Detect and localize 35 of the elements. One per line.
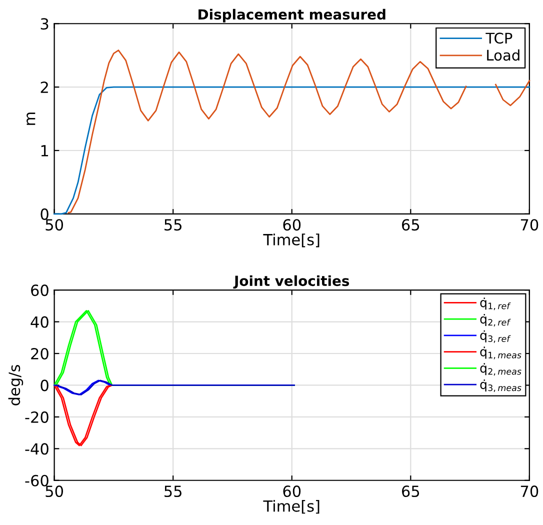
x-tick-label: 50 bbox=[46, 219, 64, 231]
x-axis-title: Time[s] bbox=[263, 234, 320, 248]
x-tick-label: 50 bbox=[46, 486, 64, 498]
legend-label: q̇$_{2,meas}$ bbox=[480, 363, 522, 376]
x-tick-label: 65 bbox=[402, 486, 420, 498]
x-tick-label: 70 bbox=[520, 486, 538, 498]
legend-label: q̇$_{3,ref}$ bbox=[480, 330, 511, 343]
x-tick-label: 60 bbox=[283, 486, 301, 498]
y-tick-label: 2 bbox=[40, 82, 48, 93]
legend-label: TCP bbox=[486, 32, 512, 44]
x-tick-label: 65 bbox=[402, 219, 420, 231]
legend-label: q̇$_{3,meas}$ bbox=[480, 379, 522, 392]
y-tick-label: 0 bbox=[40, 380, 48, 392]
chart-title: Joint velocities bbox=[233, 275, 350, 289]
y-tick-label: 0 bbox=[40, 208, 48, 220]
x-tick-label: 55 bbox=[164, 486, 182, 498]
y-tick-label: 1 bbox=[41, 145, 48, 156]
y-tick-label: 20 bbox=[31, 348, 48, 360]
x-tick-label: 70 bbox=[520, 219, 538, 231]
x-tick-label: 55 bbox=[164, 219, 182, 231]
y-tick-label: 40 bbox=[30, 316, 48, 328]
chart-title: Displacement measured bbox=[198, 8, 386, 22]
y-tick-label: -60 bbox=[25, 474, 48, 486]
legend-label: Load bbox=[487, 49, 520, 61]
legend-label: q̇$_{1,ref}$ bbox=[480, 298, 511, 310]
legend-label: q̇$_{1,meas}$ bbox=[480, 346, 522, 360]
x-axis-title: Time[s] bbox=[263, 500, 320, 514]
y-tick-label: 3 bbox=[40, 18, 48, 30]
legend-label: q̇$_{2,ref}$ bbox=[480, 314, 511, 327]
x-tick-label: 60 bbox=[283, 219, 301, 231]
y-axis-title: deg/s bbox=[8, 365, 24, 406]
y-axis-title: m bbox=[26, 112, 36, 125]
y-tick-label: 60 bbox=[31, 284, 48, 296]
y-tick-label: -20 bbox=[25, 411, 48, 423]
y-tick-label: -40 bbox=[25, 443, 48, 455]
